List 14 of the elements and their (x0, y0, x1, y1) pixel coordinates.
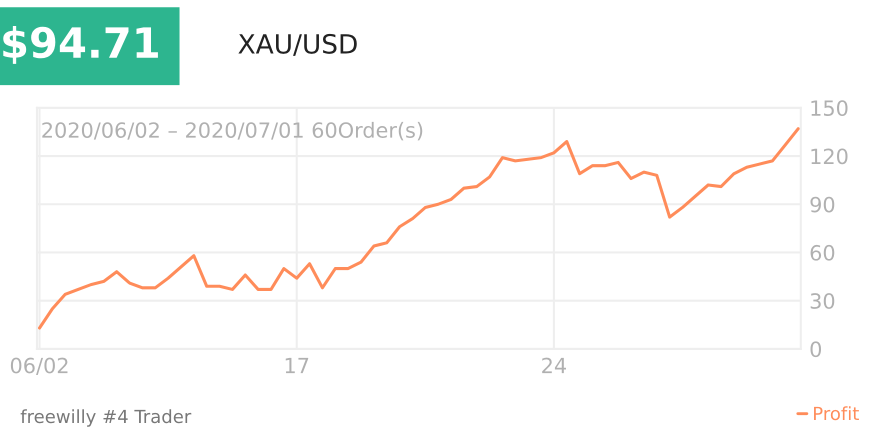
text: freewilly #4 Trader (20, 409, 192, 427)
y-tick-label: 30 (810, 293, 834, 309)
y-tick-label: 90 (810, 196, 834, 212)
x-tick-label: 24 (542, 358, 566, 374)
x-tick-label: 17 (286, 358, 308, 374)
y-tick-label: 120 (811, 148, 848, 164)
x-tick-label: 06/02 (10, 358, 68, 376)
chart-title: $94.71 (3, 26, 158, 64)
legend-label: Profit (814, 406, 859, 420)
y-tick-label: 150 (811, 100, 848, 116)
y-tick-label: 60 (810, 244, 834, 261)
y-tick-label: 0 (810, 341, 822, 358)
annotation: 2020/06/02 – 2020/07/01 60Order(s) (42, 122, 422, 140)
chart-subtitle: XAU/USD (238, 34, 357, 56)
